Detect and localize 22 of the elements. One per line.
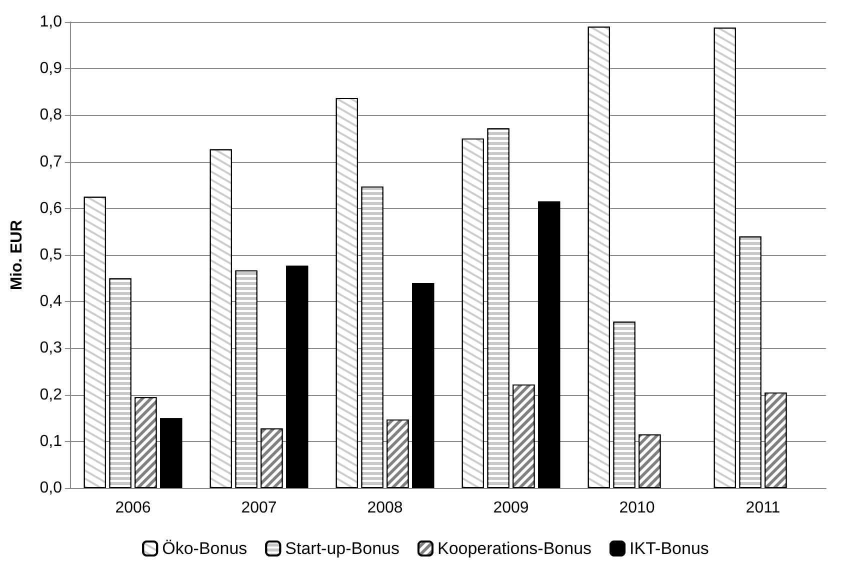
x-tick-label: 2008 <box>367 500 403 516</box>
y-tick-label: 0,7 <box>40 153 62 170</box>
y-tick-label: 0,1 <box>40 432 62 450</box>
legend-label: Start-up-Bonus <box>285 539 400 558</box>
legend-label: IKT-Bonus <box>630 539 709 558</box>
x-tick-label: 2007 <box>241 500 277 516</box>
y-tick-label: 0,4 <box>40 293 62 310</box>
legend-label: Kooperations-Bonus <box>437 539 592 558</box>
y-tick-label: 0,2 <box>40 386 62 404</box>
y-tick-label: 0,5 <box>40 246 62 264</box>
y-tick-label: 0,8 <box>40 106 62 124</box>
y-tick-label: 0,3 <box>40 340 62 357</box>
x-tick-label: 2006 <box>115 500 151 516</box>
y-tick-label: 0,9 <box>40 60 62 78</box>
y-tick-label: 1,0 <box>40 14 62 30</box>
x-tick-label: 2009 <box>493 500 529 516</box>
x-tick-label: 2010 <box>619 500 655 516</box>
y-tick-label: 0,6 <box>40 200 62 217</box>
y-axis-title: Mio. EUR <box>8 219 26 290</box>
y-tick-label: 0,0 <box>40 480 62 496</box>
legend-label: Öko-Bonus <box>162 539 248 558</box>
x-tick-label: 2011 <box>746 500 780 516</box>
